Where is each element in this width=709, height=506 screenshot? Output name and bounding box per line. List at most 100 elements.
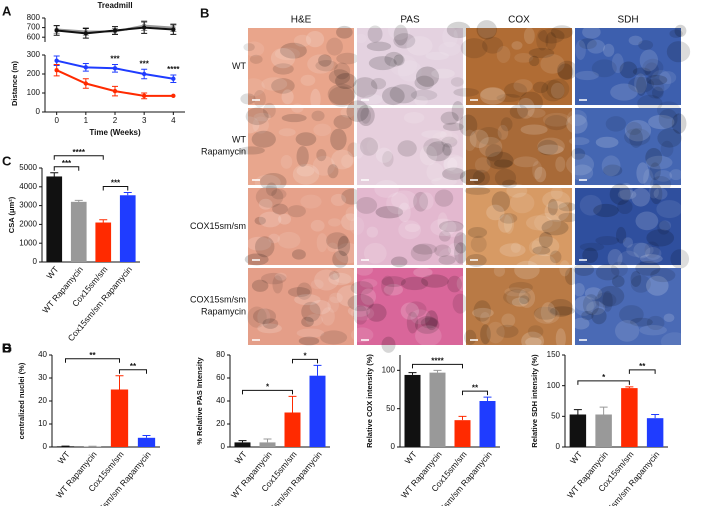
fiber — [626, 242, 654, 258]
fiber — [296, 328, 325, 338]
fiber — [597, 285, 625, 307]
fiber — [472, 169, 490, 187]
fiber — [400, 276, 429, 291]
significance-label: **** — [73, 148, 86, 157]
fiber — [360, 288, 376, 305]
fiber — [615, 226, 627, 244]
fiber — [674, 24, 687, 38]
fiber — [258, 211, 282, 228]
fiber — [268, 233, 280, 244]
fiber — [480, 311, 491, 325]
fiber — [443, 157, 458, 171]
histology-image — [466, 268, 572, 345]
fiber — [253, 112, 271, 122]
fiber — [397, 140, 417, 157]
fiber — [464, 329, 477, 345]
error-bar — [123, 191, 132, 196]
fiber — [336, 285, 364, 307]
fiber — [639, 49, 659, 72]
fiber — [326, 232, 349, 250]
fiber — [610, 83, 638, 101]
fiber — [450, 77, 464, 87]
annotation: *** — [139, 59, 149, 68]
fiber — [547, 298, 574, 317]
histology-image — [248, 28, 354, 105]
fiber — [516, 97, 535, 119]
fiber — [628, 35, 643, 46]
fiber — [547, 198, 558, 216]
fiber — [257, 323, 282, 334]
fiber — [636, 76, 647, 96]
fiber — [482, 36, 504, 54]
significance-label: *** — [62, 159, 72, 168]
fiber — [292, 163, 320, 185]
fiber — [633, 242, 651, 259]
fiber — [355, 33, 367, 44]
fiber — [544, 115, 568, 131]
y-tick-label: 700 — [27, 23, 41, 32]
fiber — [291, 103, 304, 113]
fiber — [301, 316, 314, 328]
bar — [119, 195, 136, 262]
fiber — [341, 154, 354, 168]
error-bar — [238, 440, 247, 443]
fiber — [254, 216, 266, 225]
fiber — [555, 328, 566, 350]
fiber — [366, 41, 392, 52]
fiber — [531, 236, 560, 257]
fiber — [595, 264, 620, 281]
fiber — [494, 168, 517, 187]
fiber — [413, 191, 429, 212]
significance-bracket — [53, 155, 104, 160]
fiber — [638, 40, 654, 51]
fiber — [398, 220, 422, 240]
significance-label: **** — [431, 356, 444, 365]
fiber — [559, 260, 570, 277]
y-tick-label: 100 — [27, 88, 41, 97]
histology-image — [248, 268, 354, 345]
fiber — [556, 60, 578, 80]
fiber — [310, 279, 324, 290]
fiber — [252, 116, 269, 134]
fiber — [271, 78, 295, 94]
column-header: SDH — [617, 15, 638, 26]
fiber — [659, 71, 677, 85]
fiber — [656, 101, 681, 119]
fiber — [629, 317, 653, 327]
fiber — [486, 204, 505, 221]
panel-letter: E — [2, 340, 11, 355]
fiber — [347, 305, 371, 317]
fiber — [532, 161, 543, 180]
fiber — [442, 143, 453, 156]
y-tick-label: 0 — [43, 442, 48, 451]
y-tick-label: 50 — [386, 404, 395, 413]
fiber — [485, 144, 503, 162]
histology-image — [466, 188, 572, 265]
bar — [137, 437, 156, 447]
y-tick-label: 600 — [27, 32, 41, 41]
significance-label: ** — [472, 383, 479, 392]
fiber — [645, 78, 665, 99]
fiber — [538, 28, 565, 44]
fiber — [635, 260, 661, 276]
y-tick-label: 4000 — [19, 182, 37, 191]
fiber — [579, 242, 605, 252]
fiber — [658, 108, 678, 129]
fiber — [327, 164, 339, 179]
fiber — [550, 25, 574, 39]
fiber — [255, 186, 284, 208]
fiber — [347, 142, 360, 158]
fiber — [615, 320, 640, 342]
fiber — [326, 37, 343, 56]
fiber — [630, 275, 651, 293]
y-tick-label: 30 — [38, 373, 47, 382]
y-tick-label: 150 — [547, 350, 561, 359]
fiber — [446, 21, 471, 39]
fiber — [421, 274, 449, 288]
fiber — [353, 143, 364, 159]
fiber — [404, 223, 421, 233]
fiber — [637, 94, 663, 113]
fiber — [247, 306, 267, 328]
fiber — [549, 306, 576, 316]
